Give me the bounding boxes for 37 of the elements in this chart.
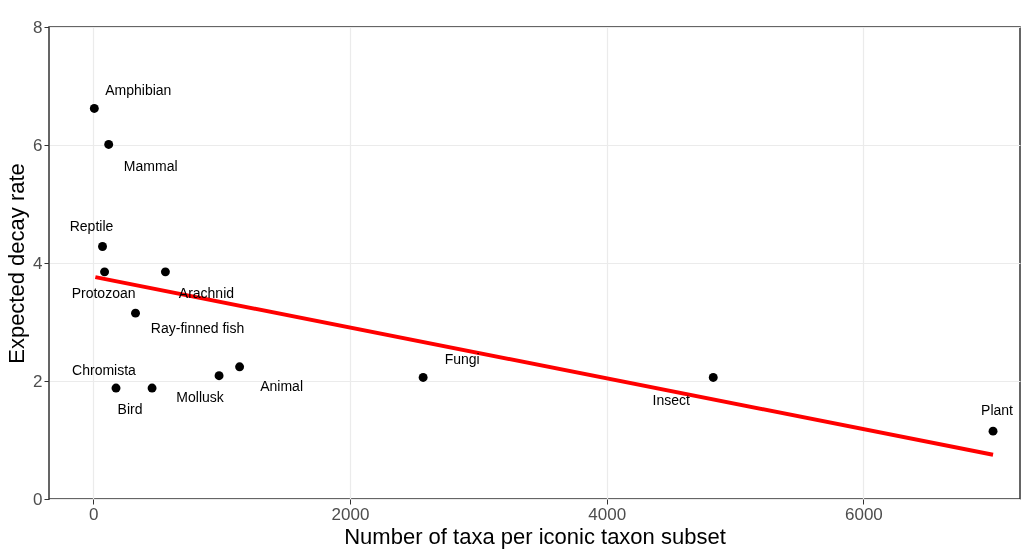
annotation: Ray-finned fish xyxy=(150,320,245,337)
point xyxy=(235,362,245,372)
point xyxy=(89,103,99,113)
point xyxy=(708,373,718,382)
y-tick-label: 4 xyxy=(33,253,43,273)
point xyxy=(98,242,107,251)
annotation: Arachnid xyxy=(178,284,235,301)
annotation: Bird xyxy=(117,401,143,418)
annotation: Reptile xyxy=(69,218,114,235)
annotation: Mammal xyxy=(123,158,178,175)
x-tick-label: 4000 xyxy=(588,504,627,524)
x-tick-label: 0 xyxy=(89,504,99,524)
annotation: Mollusk xyxy=(176,388,225,405)
annotation: Insect xyxy=(652,392,691,409)
y-tick-label: 0 xyxy=(33,489,43,509)
x-axis-title: Number of taxa per iconic taxon subset xyxy=(344,523,726,549)
point xyxy=(418,373,428,382)
point xyxy=(131,308,140,318)
point xyxy=(104,139,114,149)
y-axis-title: Expected decay rate xyxy=(4,163,30,364)
point xyxy=(100,267,110,277)
y-tick-label: 6 xyxy=(33,135,43,155)
x-tick-label: 2000 xyxy=(331,504,370,524)
point xyxy=(214,371,224,381)
point xyxy=(111,383,121,393)
annotation: Fungi xyxy=(444,351,480,368)
annotation: Plant xyxy=(981,402,1014,419)
point xyxy=(160,267,170,277)
y-tick-label: 2 xyxy=(33,371,43,391)
annotation: Animal xyxy=(260,377,303,394)
annotation: Protozoan xyxy=(71,284,136,301)
y-tick-label: 8 xyxy=(33,17,43,37)
point xyxy=(988,426,998,436)
annotation: Chromista xyxy=(72,362,137,379)
x-tick-label: 6000 xyxy=(844,504,883,524)
point xyxy=(147,383,157,393)
annotation: Amphibian xyxy=(105,82,172,99)
